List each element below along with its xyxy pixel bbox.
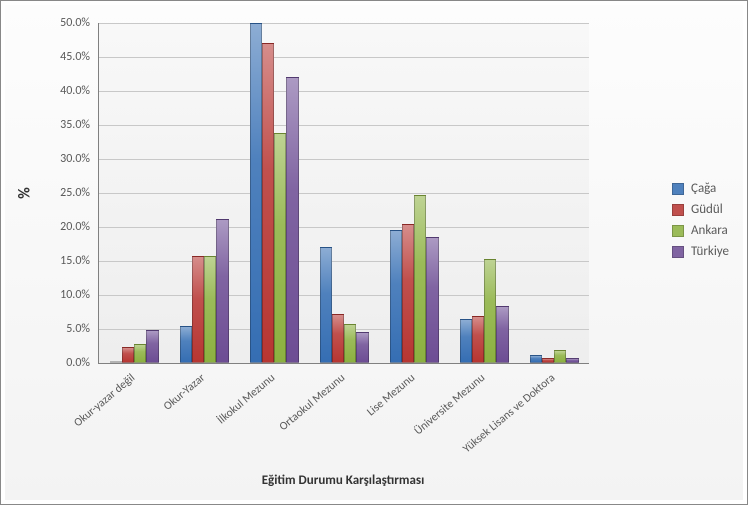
bar-çağa: [320, 247, 332, 363]
y-tick-label: 5.0%: [40, 322, 90, 336]
bar-türkiye: [566, 358, 578, 363]
y-tick-label: 45.0%: [40, 50, 90, 64]
bar-güdül: [402, 224, 414, 363]
y-tick-label: 40.0%: [40, 84, 90, 98]
legend-item: Ankara: [672, 223, 729, 238]
bar-güdül: [122, 347, 134, 363]
x-tick-label: Ortaokul Mezunu: [277, 371, 348, 434]
chart-container: % 0.0% 5.0% 10.0% 15.0% 20.0% 25.0% 30.0% 35.0%…: [0, 0, 748, 505]
bar-güdül: [542, 358, 554, 363]
bar-güdül: [192, 256, 204, 363]
y-tick-label: 20.0%: [40, 220, 90, 234]
legend-swatch: [672, 204, 684, 216]
legend-item: Türkiye: [672, 244, 729, 259]
bar-ankara: [274, 133, 286, 363]
x-axis-title: Eğitim Durumu Karşılaştırması: [98, 473, 588, 488]
legend-label: Çağa: [691, 181, 716, 196]
legend-swatch: [672, 246, 684, 258]
bar-çağa: [110, 361, 122, 363]
bar-türkiye: [146, 330, 158, 363]
legend-item: Çağa: [672, 181, 729, 196]
bar-çağa: [250, 23, 262, 363]
plot-area: [98, 23, 589, 364]
bar-güdül: [262, 43, 274, 363]
bar-çağa: [390, 230, 402, 363]
bar-türkiye: [286, 77, 298, 363]
bar-güdül: [332, 314, 344, 363]
bar-çağa: [460, 319, 472, 363]
bar-güdül: [472, 316, 484, 363]
legend-label: Güdül: [691, 202, 723, 217]
y-tick-label: 25.0%: [40, 186, 90, 200]
y-tick-label: 10.0%: [40, 288, 90, 302]
bar-ankara: [414, 195, 426, 363]
bar-türkiye: [496, 306, 508, 363]
bar-ankara: [484, 259, 496, 363]
bar-çağa: [530, 355, 542, 363]
y-tick-label: 50.0%: [40, 16, 90, 30]
bar-ankara: [134, 344, 146, 363]
y-tick-label: 30.0%: [40, 152, 90, 166]
y-axis-title: %: [16, 187, 35, 199]
y-tick-label: 15.0%: [40, 254, 90, 268]
bar-ankara: [554, 350, 566, 363]
legend-swatch: [672, 183, 684, 195]
legend-label: Ankara: [691, 223, 728, 238]
legend: Çağa Güdül Ankara Türkiye: [672, 175, 729, 265]
x-tick-label: Üniversite Mezunu: [412, 371, 488, 438]
bars-layer: [99, 23, 589, 363]
legend-label: Türkiye: [691, 244, 729, 259]
x-tick-label: İlkokul Mezunu: [215, 371, 278, 427]
y-tick-label: 35.0%: [40, 118, 90, 132]
bar-ankara: [344, 324, 356, 363]
x-tick-label: Okur-yazar değil: [71, 371, 138, 430]
bar-çağa: [180, 326, 192, 363]
chart-frame: % 0.0% 5.0% 10.0% 15.0% 20.0% 25.0% 30.0% 35.0%…: [5, 5, 743, 500]
x-tick-label: Lise Mezunu: [364, 371, 418, 419]
legend-swatch: [672, 225, 684, 237]
x-tick-label: Okur-Yazar: [161, 371, 208, 414]
bar-türkiye: [356, 332, 368, 363]
bar-ankara: [204, 256, 216, 363]
bar-türkiye: [216, 219, 228, 363]
y-tick-label: 0.0%: [40, 356, 90, 370]
bar-türkiye: [426, 237, 438, 363]
legend-item: Güdül: [672, 202, 729, 217]
